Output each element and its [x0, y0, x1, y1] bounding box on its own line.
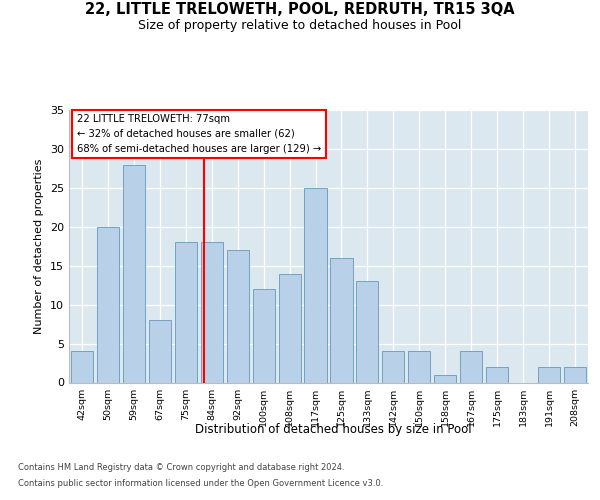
- Bar: [564, 367, 586, 382]
- Text: Size of property relative to detached houses in Pool: Size of property relative to detached ho…: [139, 18, 461, 32]
- Bar: [356, 282, 379, 382]
- Text: Distribution of detached houses by size in Pool: Distribution of detached houses by size …: [194, 422, 472, 436]
- Bar: [200, 242, 223, 382]
- Bar: [486, 367, 508, 382]
- Bar: [149, 320, 171, 382]
- Bar: [331, 258, 353, 382]
- Bar: [278, 274, 301, 382]
- Text: Contains HM Land Registry data © Crown copyright and database right 2024.: Contains HM Land Registry data © Crown c…: [18, 464, 344, 472]
- Bar: [175, 242, 197, 382]
- Bar: [253, 289, 275, 382]
- Bar: [434, 374, 457, 382]
- Y-axis label: Number of detached properties: Number of detached properties: [34, 158, 44, 334]
- Bar: [227, 250, 249, 382]
- Bar: [382, 352, 404, 382]
- Text: 22, LITTLE TRELOWETH, POOL, REDRUTH, TR15 3QA: 22, LITTLE TRELOWETH, POOL, REDRUTH, TR1…: [85, 2, 515, 18]
- Text: 22 LITTLE TRELOWETH: 77sqm
← 32% of detached houses are smaller (62)
68% of semi: 22 LITTLE TRELOWETH: 77sqm ← 32% of deta…: [77, 114, 321, 154]
- Bar: [123, 164, 145, 382]
- Bar: [538, 367, 560, 382]
- Bar: [304, 188, 326, 382]
- Bar: [71, 352, 93, 382]
- Bar: [97, 227, 119, 382]
- Bar: [408, 352, 430, 382]
- Text: Contains public sector information licensed under the Open Government Licence v3: Contains public sector information licen…: [18, 478, 383, 488]
- Bar: [460, 352, 482, 382]
